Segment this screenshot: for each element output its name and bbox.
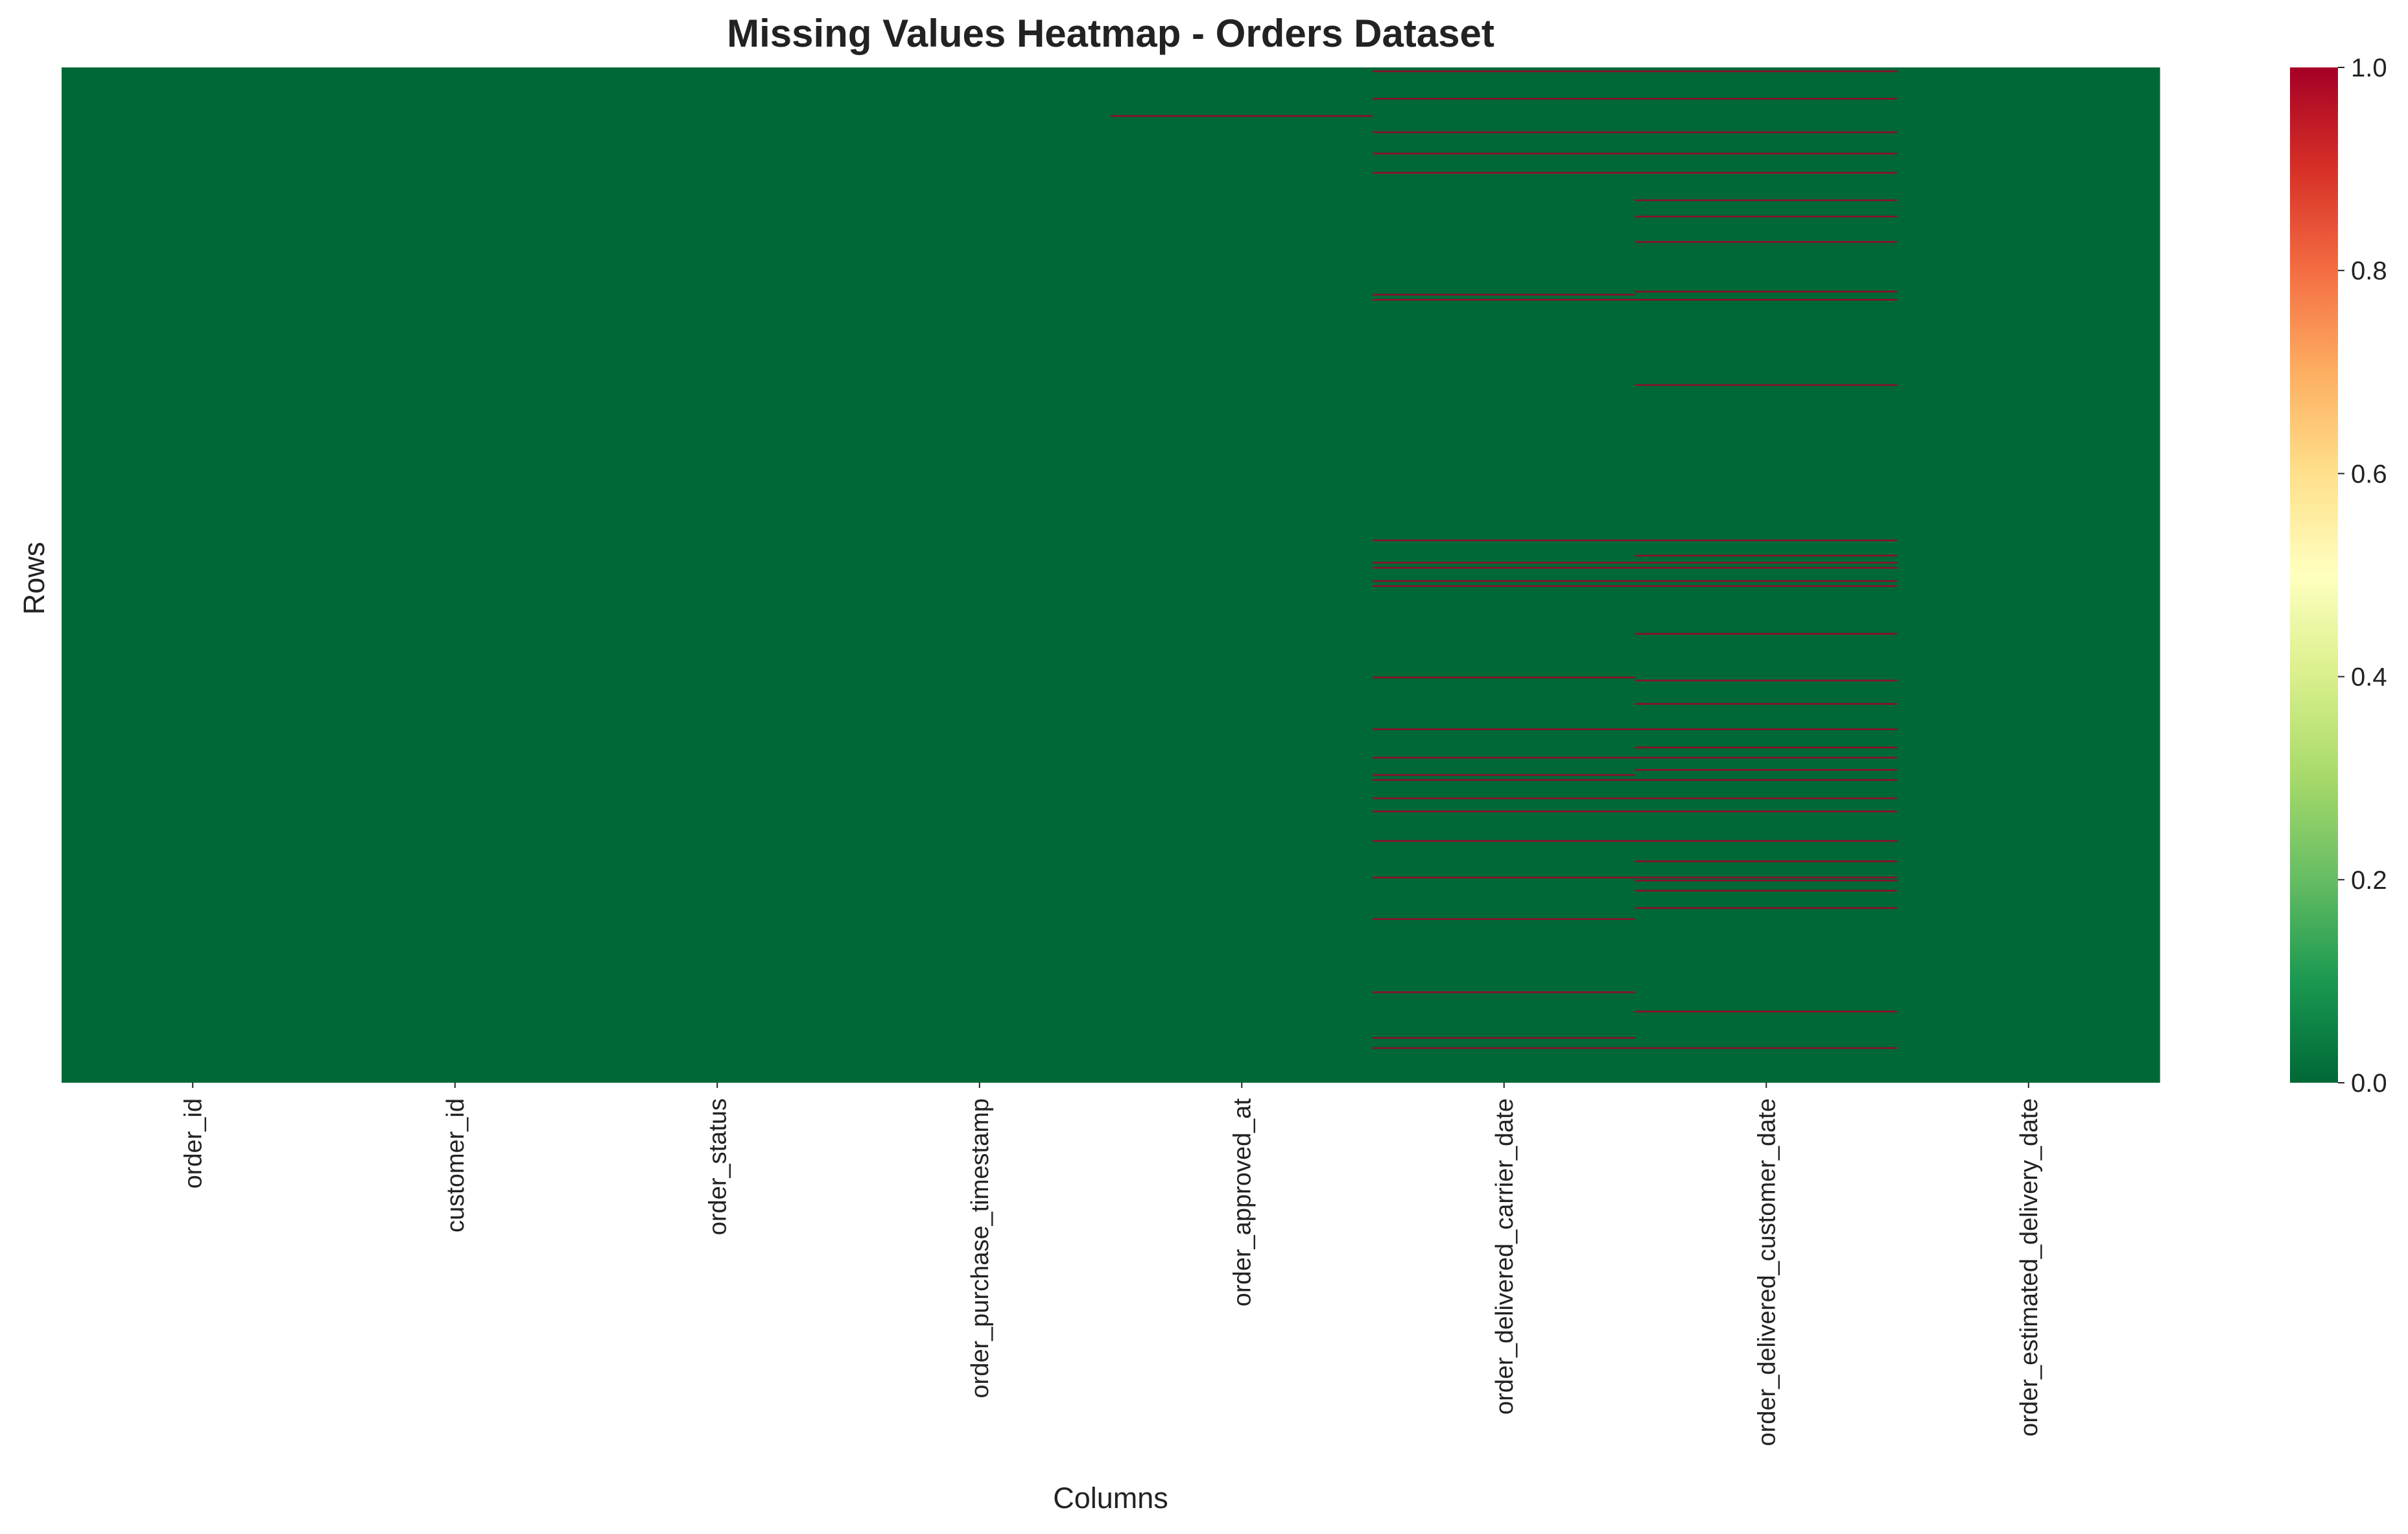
missing-cell-order_delivered_carrier_date-505 [1373, 580, 1635, 582]
chart-title: Missing Values Heatmap - Orders Dataset [727, 12, 1494, 55]
x-tick-label-order_estimated_delivery_date: order_estimated_delivery_date [2016, 1098, 2043, 1437]
missing-cell-order_delivered_carrier_date-84 [1373, 152, 1635, 155]
x-tick-label-order_id: order_id [180, 1098, 207, 1188]
missing-cell-order_delivered_customer_date-800 [1635, 879, 1898, 882]
x-tick-label-order_delivered_carrier_date: order_delivered_carrier_date [1491, 1098, 1518, 1415]
missing-cell-order_delivered_carrier_date-487 [1373, 561, 1635, 564]
missing-cell-order_delivered_customer_date-312 [1635, 384, 1898, 386]
x-axis-label: Columns [1053, 1481, 1168, 1515]
missing-cell-order_delivered_carrier_date-838 [1373, 918, 1635, 920]
missing-cell-order_delivered_carrier_date-719 [1373, 797, 1635, 799]
missing-cell-order_delivered_carrier_date-103 [1373, 172, 1635, 174]
heatmap-column-order_approved_at [1111, 67, 1374, 1083]
missing-cell-order_delivered_carrier_date-228 [1373, 299, 1635, 301]
missing-cell-order_delivered_carrier_date-910 [1373, 991, 1635, 993]
missing-cell-order_delivered_customer_date-228 [1635, 299, 1898, 301]
colorbar-tick-label-4: 0.8 [2351, 257, 2387, 285]
heatmap-column-order_id [62, 67, 325, 1083]
missing-cell-order_delivered_customer_date-510 [1635, 585, 1898, 587]
missing-cell-order_delivered_customer_date-781 [1635, 860, 1898, 862]
missing-cell-order_delivered_customer_date-103 [1635, 172, 1898, 174]
missing-cell-order_delivered_customer_date-651 [1635, 728, 1898, 731]
heatmap-grid [62, 67, 2160, 1083]
missing-cell-order_delivered_customer_date-505 [1635, 580, 1898, 582]
y-axis-label: Rows [18, 542, 51, 615]
missing-cell-order_delivered_customer_date-691 [1635, 769, 1898, 771]
missing-cell-order_delivered_customer_date-797 [1635, 877, 1898, 879]
x-tick-label-order_approved_at: order_approved_at [1229, 1098, 1256, 1307]
missing-cell-order_delivered_carrier_date-679 [1373, 757, 1635, 759]
missing-cell-order_delivered_customer_date-146 [1635, 215, 1898, 218]
x-tick-labels: order_id customer_id order_status order_pur… [180, 1083, 2043, 1446]
missing-cell-order_delivered_carrier_date-797 [1373, 877, 1635, 879]
heatmap-column-order_delivered_customer_date [1635, 67, 1898, 1083]
missing-cell-order_delivered_customer_date-130 [1635, 199, 1898, 202]
missing-cell-order_delivered_carrier_date-3 [1373, 70, 1635, 73]
missing-cell-order_delivered_carrier_date-701 [1373, 779, 1635, 781]
missing-cell-order_delivered_carrier_date-651 [1373, 728, 1635, 731]
missing-cell-order_delivered_carrier_date-510 [1373, 585, 1635, 587]
heatmap-column-order_delivered_carrier_date [1373, 67, 1636, 1083]
missing-cell-order_delivered_carrier_date-63 [1373, 131, 1635, 134]
missing-cell-order_delivered_carrier_date-761 [1373, 840, 1635, 842]
missing-cell-order_delivered_customer_date-732 [1635, 810, 1898, 812]
heatmap-column-order_status [586, 67, 849, 1083]
missing-cell-order_delivered_customer_date-669 [1635, 746, 1898, 749]
missing-cell-order_delivered_carrier_date-732 [1373, 810, 1635, 812]
missing-cell-order_delivered_carrier_date-492 [1373, 567, 1635, 569]
missing-cell-order_delivered_carrier_date-465 [1373, 539, 1635, 541]
heatmap-column-customer_id [324, 67, 587, 1083]
x-tick-label-customer_id: customer_id [442, 1098, 469, 1233]
missing-cell-order_delivered_customer_date-626 [1635, 703, 1898, 705]
missing-cell-order_delivered_customer_date-761 [1635, 840, 1898, 842]
colorbar-gradient [2290, 67, 2338, 1083]
missing-cell-order_delivered_customer_date-603 [1635, 679, 1898, 681]
missing-cell-order_delivered_customer_date-701 [1635, 779, 1898, 781]
missing-cell-order_delivered_customer_date-810 [1635, 890, 1898, 892]
missing-cell-order_delivered_customer_date-480 [1635, 554, 1898, 557]
heatmap-column-order_purchase_timestamp [848, 67, 1111, 1083]
missing-cell-order_delivered_customer_date-487 [1635, 561, 1898, 564]
colorbar-tick-label-2: 0.4 [2351, 663, 2387, 692]
missing-cell-order_delivered_customer_date-84 [1635, 152, 1898, 155]
missing-cell-order_delivered_customer_date-63 [1635, 131, 1898, 134]
colorbar-tick-label-0: 0.0 [2351, 1069, 2387, 1098]
x-tick-label-order_delivered_customer_date: order_delivered_customer_date [1753, 1098, 1780, 1446]
missing-cell-order_delivered_carrier_date-955 [1373, 1037, 1635, 1039]
missing-cell-order_delivered_customer_date-965 [1635, 1047, 1898, 1049]
missing-cell-order_delivered_carrier_date-696 [1373, 773, 1635, 776]
missing-cell-order_delivered_customer_date-679 [1635, 757, 1898, 759]
x-tick-label-order_status: order_status [704, 1098, 731, 1235]
missing-cell-order_delivered_customer_date-492 [1635, 567, 1898, 569]
colorbar-tick-label-5: 1.0 [2351, 54, 2387, 82]
missing-cell-order_delivered_carrier_date-223 [1373, 294, 1635, 296]
missing-cell-order_delivered_customer_date-171 [1635, 241, 1898, 243]
x-tick-label-order_purchase_timestamp: order_purchase_timestamp [967, 1098, 994, 1398]
missing-cell-order_delivered_customer_date-3 [1635, 70, 1898, 73]
missing-cell-order_approved_at-47 [1111, 115, 1373, 117]
colorbar-tick-label-3: 0.6 [2351, 460, 2387, 488]
missing-cell-order_delivered_customer_date-30 [1635, 97, 1898, 100]
missing-cell-order_delivered_carrier_date-30 [1373, 97, 1635, 100]
heatmap-column-order_estimated_delivery_date [1897, 67, 2160, 1083]
missing-cell-order_delivered_customer_date-465 [1635, 539, 1898, 541]
colorbar: 0.0 0.2 0.4 0.6 0.8 1.0 [2290, 54, 2387, 1098]
missing-cell-order_delivered_customer_date-929 [1635, 1010, 1898, 1013]
missing-cell-order_delivered_customer_date-220 [1635, 290, 1898, 293]
missing-cell-order_delivered_customer_date-827 [1635, 907, 1898, 909]
missing-cell-order_delivered_customer_date-719 [1635, 797, 1898, 799]
colorbar-tick-label-1: 0.2 [2351, 866, 2387, 895]
missing-cell-order_delivered_carrier_date-965 [1373, 1047, 1635, 1049]
missing-cell-order_delivered_customer_date-557 [1635, 633, 1898, 635]
missing-cell-order_delivered_carrier_date-600 [1373, 676, 1635, 679]
